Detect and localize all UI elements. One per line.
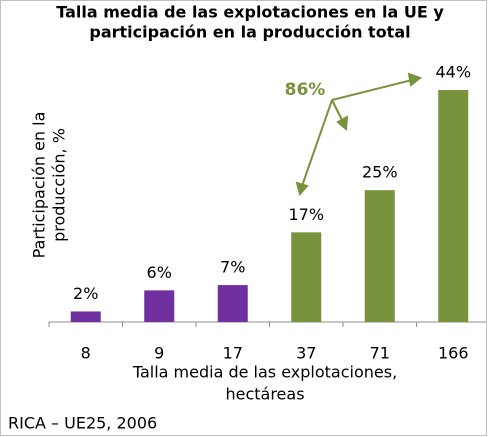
data-label: 44% [435, 63, 471, 82]
arrows [295, 72, 423, 197]
chart-title: Talla media de las explotaciones en la U… [56, 3, 444, 22]
data-label: 17% [288, 205, 324, 224]
annotation: 86% [285, 80, 326, 100]
data-label: 25% [362, 163, 398, 182]
data-label: 2% [73, 284, 98, 303]
data-label: 7% [220, 258, 245, 277]
bar [70, 311, 101, 322]
x-tick-label: 166 [438, 344, 469, 363]
x-tick-label: 71 [370, 344, 390, 363]
x-tick-label: 37 [296, 344, 316, 363]
bar [364, 190, 395, 322]
y-axis-label: Participación en la [30, 112, 49, 259]
x-tick-label: 8 [81, 344, 91, 363]
bar [144, 290, 175, 322]
bar [438, 90, 469, 322]
x-tick-label: 9 [154, 344, 164, 363]
x-axis-label: Talla media de las explotaciones, [132, 363, 397, 382]
y-axis-label: producción, % [50, 128, 69, 242]
x-tick-label: 17 [223, 344, 243, 363]
data-label: 6% [147, 263, 172, 282]
chart-title: participación en la producción total [89, 23, 410, 42]
bar [291, 232, 322, 322]
x-axis-label: hectáreas [225, 385, 304, 404]
source-note: RICA – UE25, 2006 [8, 414, 157, 433]
bar [217, 285, 248, 322]
